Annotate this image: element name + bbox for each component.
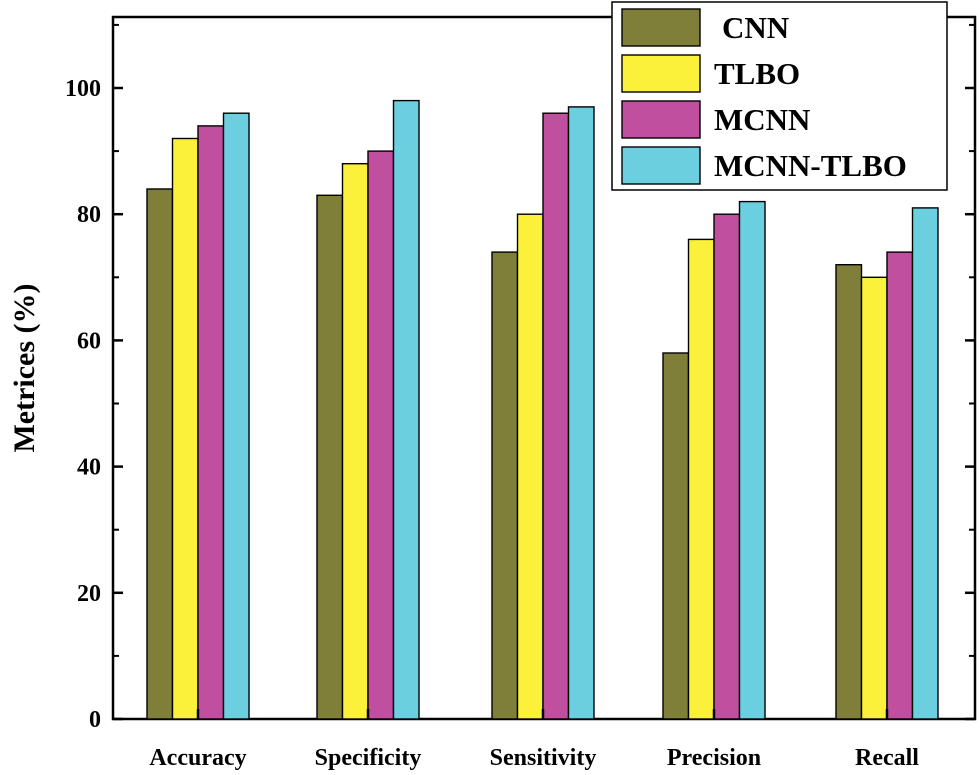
y-tick-label: 80 <box>77 202 101 228</box>
y-tick-label: 60 <box>77 328 101 354</box>
x-tick-label-precision: Precision <box>667 745 761 771</box>
legend-label-mcnn: MCNN <box>714 102 810 137</box>
y-tick-label: 100 <box>65 76 101 102</box>
legend-label-mcnn-tlbo: MCNN-TLBO <box>714 148 907 183</box>
bar-mcnn-specificity <box>367 150 395 720</box>
legend-label-tlbo: TLBO <box>714 56 800 91</box>
bar-cnn-sensitivity <box>491 251 519 720</box>
bar-mcnn-recall <box>886 251 914 720</box>
legend-label-cnn: CNN <box>722 10 789 45</box>
bar-mcnn-sensitivity <box>542 112 570 720</box>
bar-cnn-recall <box>835 264 863 720</box>
legend-swatch-mcnn-tlbo <box>621 146 701 185</box>
bar-mcnn-tlbo-precision <box>738 200 766 720</box>
y-tick-label: 0 <box>89 707 101 733</box>
x-tick-label-specificity: Specificity <box>315 745 422 771</box>
bar-cnn-precision <box>662 352 690 720</box>
bar-mcnn-accuracy <box>197 125 225 720</box>
x-tick-label-sensitivity: Sensitivity <box>490 745 597 771</box>
x-tick-label-recall: Recall <box>855 745 919 771</box>
legend: CNN TLBO MCNN MCNN-TLBO <box>611 1 948 191</box>
legend-swatch-cnn <box>621 8 701 47</box>
bar-mcnn-precision <box>713 213 741 720</box>
legend-swatch-tlbo <box>621 54 701 93</box>
y-axis: 0 20 40 60 80 100 <box>65 23 975 733</box>
y-tick-label: 40 <box>77 455 101 481</box>
x-tick-label-accuracy: Accuracy <box>149 745 246 771</box>
bar-tlbo-specificity <box>341 162 369 720</box>
y-tick-label: 20 <box>77 581 101 607</box>
bar-cnn-specificity <box>316 194 344 720</box>
bars-layer <box>146 99 939 720</box>
y-axis-title: Metrices (%) <box>8 283 41 452</box>
bar-tlbo-recall <box>860 276 888 720</box>
legend-swatch-mcnn <box>621 100 701 139</box>
bar-tlbo-sensitivity <box>516 213 544 720</box>
bar-cnn-accuracy <box>146 188 174 720</box>
bar-mcnn-tlbo-accuracy <box>222 112 250 720</box>
bar-tlbo-accuracy <box>171 137 199 720</box>
bar-mcnn-tlbo-sensitivity <box>567 106 595 720</box>
bar-tlbo-precision <box>687 238 715 720</box>
bar-mcnn-tlbo-recall <box>911 207 939 720</box>
x-axis: Accuracy Specificity Sensitivity Precision R… <box>149 709 919 771</box>
bar-mcnn-tlbo-specificity <box>392 99 420 720</box>
